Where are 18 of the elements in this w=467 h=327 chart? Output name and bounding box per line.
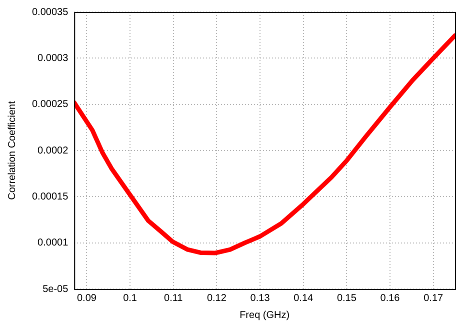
y-axis-title: Correlation Coefficient: [6, 100, 18, 200]
x-tick-label: 0.11: [164, 292, 184, 304]
x-tick-label: 0.17: [424, 292, 444, 304]
y-tick-label: 0.0001: [38, 238, 69, 249]
y-tick-label: 0.00025: [32, 99, 69, 110]
y-tick-label: 5e-05: [42, 284, 69, 295]
x-tick-label: 0.14: [294, 292, 314, 304]
x-tick-label: 0.13: [250, 292, 270, 304]
x-tick-label: 0.1: [123, 292, 138, 304]
x-tick-label: 0.16: [380, 292, 400, 304]
y-tick-label: 0.0003: [38, 52, 69, 64]
x-axis-title: Freq (GHz): [240, 310, 290, 321]
x-tick-label: 0.15: [336, 292, 357, 304]
x-tick-label: 0.09: [76, 292, 97, 304]
y-tick-label: 0.00015: [32, 191, 69, 202]
y-tick-label: 0.00035: [32, 6, 69, 18]
x-tick-label: 0.12: [206, 292, 227, 304]
y-tick-label: 0.0002: [38, 145, 69, 156]
